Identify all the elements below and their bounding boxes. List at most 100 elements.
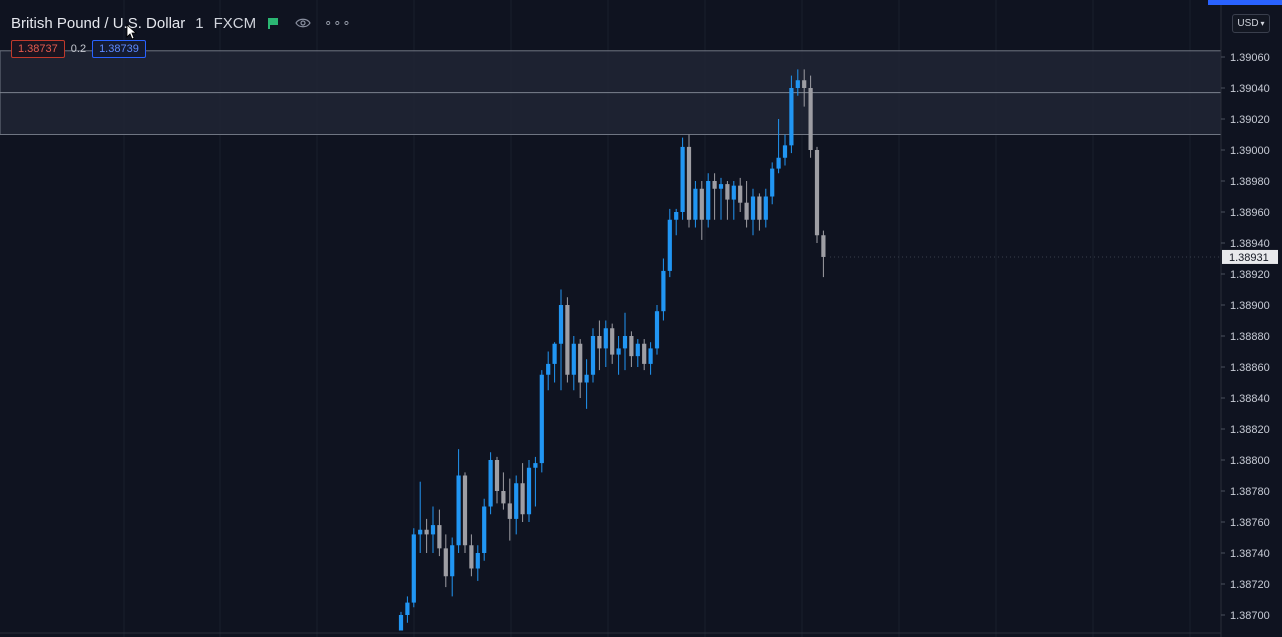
candle-body xyxy=(405,602,410,615)
candle-body xyxy=(686,146,692,220)
candle-body xyxy=(501,491,506,504)
candle-body xyxy=(597,336,602,349)
candle-body xyxy=(814,150,820,236)
candle-body xyxy=(757,196,762,220)
y-tick-label: 1.39040 xyxy=(1230,83,1270,95)
candle-body xyxy=(450,545,455,577)
y-tick-label: 1.38800 xyxy=(1230,455,1270,467)
candle-body xyxy=(488,460,493,507)
candle-body xyxy=(482,506,487,553)
candle-body xyxy=(424,529,429,535)
symbol-legend[interactable]: British Pound / U.S. Dollar 1 FXCM ∘∘∘ xyxy=(11,13,352,33)
candle-body xyxy=(776,157,781,169)
candle-body xyxy=(578,343,583,383)
candle-body xyxy=(731,185,736,200)
candle-body xyxy=(571,343,576,375)
candle-body xyxy=(584,374,589,383)
visibility-eye-icon[interactable] xyxy=(294,16,312,30)
candle-body xyxy=(411,534,416,603)
candle-body xyxy=(430,525,436,535)
candle-body xyxy=(706,181,711,220)
candle-body xyxy=(667,219,672,271)
candle-body xyxy=(763,196,768,220)
candle-body xyxy=(565,305,570,375)
candle-body xyxy=(795,80,800,88)
more-options-icon[interactable]: ∘∘∘ xyxy=(324,15,352,30)
y-tick-label: 1.39000 xyxy=(1230,145,1270,157)
y-tick-label: 1.38760 xyxy=(1230,517,1270,529)
y-tick-label: 1.39020 xyxy=(1230,114,1270,126)
y-tick-label: 1.39060 xyxy=(1230,52,1270,64)
currency-label: USD xyxy=(1237,18,1259,29)
candle-body xyxy=(603,328,608,349)
y-tick-label: 1.38940 xyxy=(1230,238,1270,250)
current-price-label: 1.38931 xyxy=(1229,252,1269,264)
y-tick-label: 1.38840 xyxy=(1230,393,1270,405)
candle-body xyxy=(821,235,826,257)
candle-body xyxy=(462,475,468,546)
candle-body xyxy=(674,212,679,220)
candle-body xyxy=(789,88,794,146)
market-open-flag-icon xyxy=(268,17,279,29)
candle-body xyxy=(635,343,640,357)
candle-body xyxy=(456,475,461,546)
y-tick-label: 1.38980 xyxy=(1230,176,1270,188)
candle-body xyxy=(648,348,653,364)
spread-value: 0.2 xyxy=(70,43,87,55)
candle-body xyxy=(680,146,685,212)
candle-body xyxy=(552,343,557,364)
candle-body xyxy=(475,553,480,569)
candle-body xyxy=(622,336,628,349)
candle-body xyxy=(539,374,544,464)
candle-body xyxy=(718,184,724,189)
candle-body xyxy=(443,548,448,577)
candle-body xyxy=(469,545,474,569)
y-tick-label: 1.38700 xyxy=(1230,610,1270,622)
candle-body xyxy=(725,184,730,200)
y-tick-label: 1.38960 xyxy=(1230,207,1270,219)
candle-body xyxy=(558,305,564,344)
ask-price-button[interactable]: 1.38739 xyxy=(92,40,146,58)
candle-body xyxy=(590,336,596,375)
candle-body xyxy=(418,529,423,535)
candle-body xyxy=(802,80,807,88)
timeframe-label[interactable]: 1 xyxy=(195,14,204,32)
mouse-cursor-icon xyxy=(126,24,138,40)
candle-body xyxy=(629,336,634,357)
bid-price-button[interactable]: 1.38737 xyxy=(11,40,65,58)
candle-body xyxy=(398,615,404,631)
current-price-badge xyxy=(1222,249,1278,264)
candle-body xyxy=(782,145,788,158)
y-tick-label: 1.38860 xyxy=(1230,362,1270,374)
candle-body xyxy=(693,188,698,220)
candle-body xyxy=(616,348,621,355)
candle-body xyxy=(770,168,775,197)
exchange-label: FXCM xyxy=(213,14,257,32)
candle-body xyxy=(712,181,717,189)
candle-body xyxy=(533,463,538,468)
candle-body xyxy=(750,196,756,220)
symbol-name[interactable]: British Pound / U.S. Dollar xyxy=(11,14,186,32)
candle-body xyxy=(738,185,743,203)
candle-body xyxy=(654,311,660,349)
candle-body xyxy=(699,188,704,220)
candle-body xyxy=(546,363,551,375)
candle-body xyxy=(494,460,500,491)
chevron-down-icon: ▾ xyxy=(1260,19,1265,28)
y-tick-label: 1.38820 xyxy=(1230,424,1270,436)
candle-body xyxy=(642,343,647,364)
candle-body xyxy=(808,88,813,150)
candle-body xyxy=(526,467,532,515)
candle-body xyxy=(507,503,512,519)
currency-dropdown[interactable]: USD ▾ xyxy=(1232,14,1270,33)
bid-ask-panel: 1.38737 0.2 1.38739 xyxy=(11,40,146,58)
y-tick-label: 1.38740 xyxy=(1230,548,1270,560)
y-tick-label: 1.38780 xyxy=(1230,486,1270,498)
y-tick-label: 1.38880 xyxy=(1230,331,1270,343)
top-accent-bar xyxy=(1208,0,1282,5)
candle-body xyxy=(514,483,519,519)
candle-body xyxy=(744,202,749,220)
candle-body xyxy=(520,483,525,515)
